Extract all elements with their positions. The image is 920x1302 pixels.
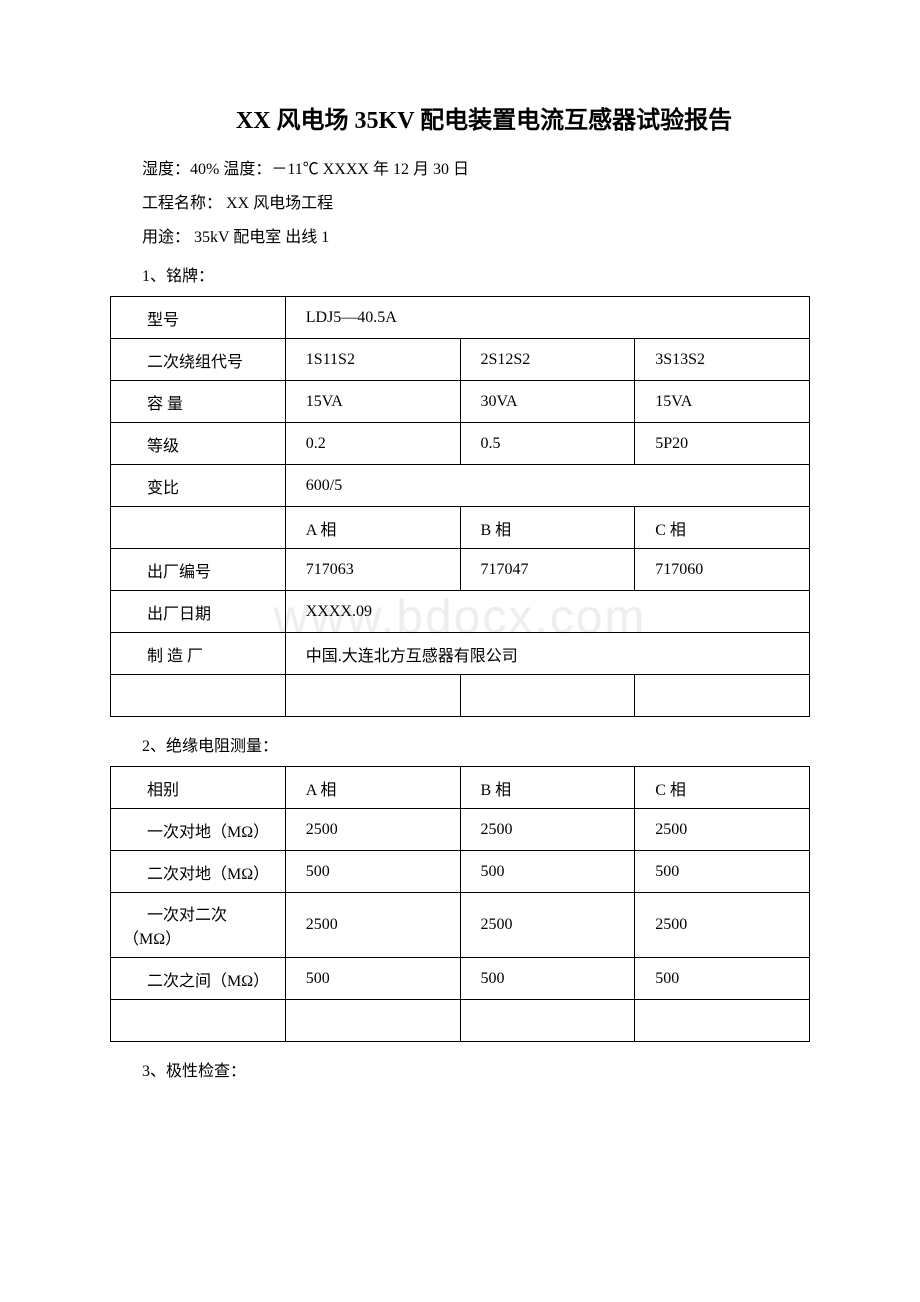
empty-cell (285, 675, 460, 717)
phase-header-empty (111, 507, 286, 549)
r4-label: 二次之间（MΩ） (111, 958, 286, 1000)
meta-project: 工程名称： XX 风电场工程 (110, 189, 810, 213)
table-row: 制 造 厂 中国.大连北方互感器有限公司 (111, 633, 810, 675)
nameplate-table: 型号 LDJ5—40.5A 二次绕组代号 1S11S2 2S12S2 3S13S… (110, 296, 810, 717)
empty-cell (460, 1000, 635, 1042)
winding-b: 2S12S2 (460, 339, 635, 381)
table-row: 等级 0.2 0.5 5P20 (111, 423, 810, 465)
date-value: XXXX.09 (285, 591, 809, 633)
table-row: 二次绕组代号 1S11S2 2S12S2 3S13S2 (111, 339, 810, 381)
r1-a: 2500 (285, 809, 460, 851)
table-row: 出厂日期 XXXX.09 (111, 591, 810, 633)
capacity-label: 容 量 (111, 381, 286, 423)
phase-label: 相别 (111, 767, 286, 809)
table-row: 相别 A 相 B 相 C 相 (111, 767, 810, 809)
phase-c: C 相 (635, 767, 810, 809)
phase-c-header: C 相 (635, 507, 810, 549)
serial-b: 717047 (460, 549, 635, 591)
insulation-table: 相别 A 相 B 相 C 相 一次对地（MΩ） 2500 2500 2500 二… (110, 766, 810, 1042)
capacity-a: 15VA (285, 381, 460, 423)
phase-b-header: B 相 (460, 507, 635, 549)
r2-label: 二次对地（MΩ） (111, 851, 286, 893)
r3-a: 2500 (285, 893, 460, 958)
grade-a: 0.2 (285, 423, 460, 465)
table-row: 二次对地（MΩ） 500 500 500 (111, 851, 810, 893)
serial-c: 717060 (635, 549, 810, 591)
r2-a: 500 (285, 851, 460, 893)
phase-a-header: A 相 (285, 507, 460, 549)
r3-c: 2500 (635, 893, 810, 958)
mfr-label: 制 造 厂 (111, 633, 286, 675)
model-value: LDJ5—40.5A (285, 297, 809, 339)
empty-cell (635, 675, 810, 717)
r2-b: 500 (460, 851, 635, 893)
r3-label: 一次对二次（MΩ） (111, 893, 286, 958)
serial-a: 717063 (285, 549, 460, 591)
winding-c: 3S13S2 (635, 339, 810, 381)
serial-label: 出厂编号 (111, 549, 286, 591)
report-title: XX 风电场 35KV 配电装置电流互感器试验报告 (110, 100, 810, 135)
r4-c: 500 (635, 958, 810, 1000)
r4-a: 500 (285, 958, 460, 1000)
date-label: 出厂日期 (111, 591, 286, 633)
table-row: 一次对地（MΩ） 2500 2500 2500 (111, 809, 810, 851)
phase-a: A 相 (285, 767, 460, 809)
table-row: A 相 B 相 C 相 (111, 507, 810, 549)
section3-title: 3、极性检查： (110, 1057, 810, 1081)
r4-b: 500 (460, 958, 635, 1000)
winding-label: 二次绕组代号 (111, 339, 286, 381)
empty-cell (111, 675, 286, 717)
winding-a: 1S11S2 (285, 339, 460, 381)
ratio-label: 变比 (111, 465, 286, 507)
mfr-value: 中国.大连北方互感器有限公司 (285, 633, 809, 675)
table-row: 变比 600/5 (111, 465, 810, 507)
capacity-c: 15VA (635, 381, 810, 423)
section1-title: 1、铭牌： (110, 262, 810, 286)
table-row: 出厂编号 717063 717047 717060 (111, 549, 810, 591)
table-row: 二次之间（MΩ） 500 500 500 (111, 958, 810, 1000)
model-label: 型号 (111, 297, 286, 339)
phase-b: B 相 (460, 767, 635, 809)
r2-c: 500 (635, 851, 810, 893)
r1-b: 2500 (460, 809, 635, 851)
empty-cell (635, 1000, 810, 1042)
meta-conditions: 湿度：40% 温度：－11℃ XXXX 年 12 月 30 日 (110, 155, 810, 179)
table-row: 容 量 15VA 30VA 15VA (111, 381, 810, 423)
ratio-value: 600/5 (285, 465, 809, 507)
r1-c: 2500 (635, 809, 810, 851)
grade-b: 0.5 (460, 423, 635, 465)
r3-b: 2500 (460, 893, 635, 958)
grade-c: 5P20 (635, 423, 810, 465)
table-row (111, 1000, 810, 1042)
table-row: 一次对二次（MΩ） 2500 2500 2500 (111, 893, 810, 958)
grade-label: 等级 (111, 423, 286, 465)
table-row: 型号 LDJ5—40.5A (111, 297, 810, 339)
empty-cell (285, 1000, 460, 1042)
section2-title: 2、绝缘电阻测量： (110, 732, 810, 756)
table-row (111, 675, 810, 717)
capacity-b: 30VA (460, 381, 635, 423)
empty-cell (460, 675, 635, 717)
r1-label: 一次对地（MΩ） (111, 809, 286, 851)
empty-cell (111, 1000, 286, 1042)
meta-usage: 用途： 35kV 配电室 出线 1 (110, 223, 810, 247)
